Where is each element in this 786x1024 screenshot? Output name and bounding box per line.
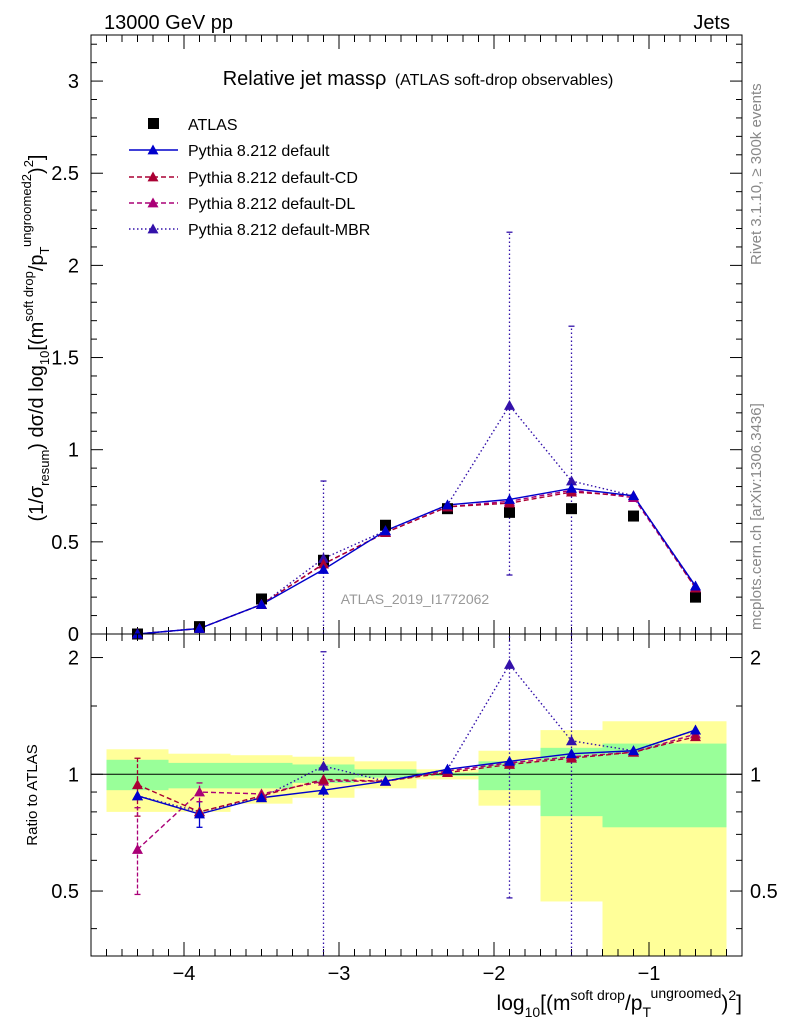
ratio-series-marker xyxy=(256,792,267,803)
legend-marker xyxy=(147,223,159,234)
ratio-series-marker xyxy=(504,755,515,766)
ratio-ylabel: Ratio to ATLAS xyxy=(24,744,41,845)
atlas-point xyxy=(380,519,391,531)
ratio-series-line xyxy=(137,733,696,850)
main-series-line xyxy=(137,487,697,635)
watermark: ATLAS_2019_I1772062 xyxy=(341,591,490,607)
ratio-ytick-label-right: 1 xyxy=(750,764,761,786)
main-series-marker xyxy=(132,628,143,639)
atlas-point xyxy=(504,506,515,518)
ratio-panel: 0.5 0.5 1 1 2 2 Ratio to ATLAS xyxy=(24,633,778,957)
main-ytick-label: 3 xyxy=(68,71,79,93)
ratio-ytick-label-right: 2 xyxy=(750,648,761,670)
x-tick-label: −1 xyxy=(638,963,661,985)
main-series-line xyxy=(137,489,697,635)
ratio-frame xyxy=(90,633,743,957)
ratio-series-marker xyxy=(380,775,391,786)
main-series-marker xyxy=(194,622,205,633)
main-series-line xyxy=(137,491,697,635)
rivet-label: Rivet 3.1.10, ≥ 300k events xyxy=(748,83,765,265)
ratio-series-marker xyxy=(132,843,143,854)
x-tick-label: −3 xyxy=(328,963,351,985)
ratio-series-marker xyxy=(132,790,143,801)
main-series-marker xyxy=(566,482,577,493)
main-ytick-label: 1.5 xyxy=(51,348,79,370)
main-series-marker xyxy=(256,599,267,609)
mcplots-label: mcplots.cern.ch [arXiv:1306.3436] xyxy=(748,403,765,630)
ratio-band-inner xyxy=(602,743,665,828)
main-series-marker xyxy=(690,580,701,591)
ratio-band-inner xyxy=(230,762,293,789)
atlas-point xyxy=(256,593,267,605)
atlas-point xyxy=(628,510,639,522)
main-series-marker xyxy=(566,475,577,486)
ratio-band-inner xyxy=(292,764,355,783)
ratio-series-marker xyxy=(318,760,329,771)
main-ytick-label: 0.5 xyxy=(51,532,79,554)
main-series-marker xyxy=(318,558,329,569)
main-series-marker xyxy=(504,493,515,504)
main-ytick-label: 2.5 xyxy=(51,163,79,185)
legend: ATLAS Pythia 8.212 default Pythia 8.212 de… xyxy=(129,117,370,239)
plot-title: Relative jet massρ (ATLAS soft-drop obse… xyxy=(223,68,614,90)
ratio-series-marker xyxy=(318,773,329,784)
ratio-series-marker xyxy=(566,735,577,746)
legend-marker-atlas xyxy=(148,118,159,129)
main-panel: 0 0.5 1 1.5 2 2.5 3 Relative jet massρ (ATLAS … xyxy=(19,34,743,646)
main-series-marker xyxy=(318,563,329,574)
ratio-series-line xyxy=(137,729,696,815)
ratio-series-marker xyxy=(194,808,205,819)
ratio-series-line xyxy=(137,736,696,813)
main-ytick-label: 0 xyxy=(68,624,79,646)
x-tick-label: −4 xyxy=(173,963,196,985)
ratio-band-inner xyxy=(664,743,727,828)
ratio-series-marker xyxy=(132,779,143,790)
main-ytick-label: 1 xyxy=(68,440,79,462)
plot-title-main: Relative jet massρ xyxy=(223,68,387,90)
ratio-ytick-label-left: 1 xyxy=(68,764,79,786)
ratio-band-inner xyxy=(168,762,231,789)
legend-label: Pythia 8.212 default-DL xyxy=(188,196,355,213)
ratio-series-marker xyxy=(442,763,453,774)
ratio-series-marker xyxy=(690,724,701,735)
main-series-marker xyxy=(318,552,329,563)
atlas-point xyxy=(566,503,577,515)
ratio-series-marker xyxy=(318,784,329,795)
main-series-marker xyxy=(380,525,391,536)
ratio-band-inner xyxy=(354,769,417,778)
atlas-point xyxy=(690,591,701,603)
main-ylabel: (1/σresum) dσ/d log10[(msoft drop/pTungr… xyxy=(19,154,52,521)
plot-title-sub: (ATLAS soft-drop observables) xyxy=(395,72,613,89)
main-series-marker xyxy=(442,499,453,510)
legend-label: Pythia 8.212 default xyxy=(188,143,330,160)
x-axis-label: log10[(msoft drop/pTungroomed)2] xyxy=(497,985,742,1020)
main-ytick-label: 2 xyxy=(68,255,79,277)
legend-label: ATLAS xyxy=(188,117,238,134)
ratio-ytick-label-left: 0.5 xyxy=(51,881,79,903)
ratio-series-marker xyxy=(628,745,639,756)
main-series-marker xyxy=(628,490,639,501)
ratio-ytick-label-left: 2 xyxy=(68,648,79,670)
ratio-series-marker xyxy=(690,731,701,742)
ratio-series-marker xyxy=(566,748,577,759)
legend-label: Pythia 8.212 default-CD xyxy=(188,170,358,187)
legend-marker xyxy=(147,144,159,155)
x-tick-label: −2 xyxy=(483,963,506,985)
ratio-ytick-label-right: 0.5 xyxy=(750,881,778,903)
ratio-series-marker xyxy=(504,658,515,669)
legend-marker xyxy=(147,171,159,182)
main-series-marker xyxy=(504,399,515,410)
header-right: Jets xyxy=(693,12,730,34)
ratio-series-marker xyxy=(194,786,205,797)
legend-label: Pythia 8.212 default-MBR xyxy=(188,222,370,239)
legend-marker xyxy=(147,197,159,208)
header-left: 13000 GeV pp xyxy=(104,12,233,34)
